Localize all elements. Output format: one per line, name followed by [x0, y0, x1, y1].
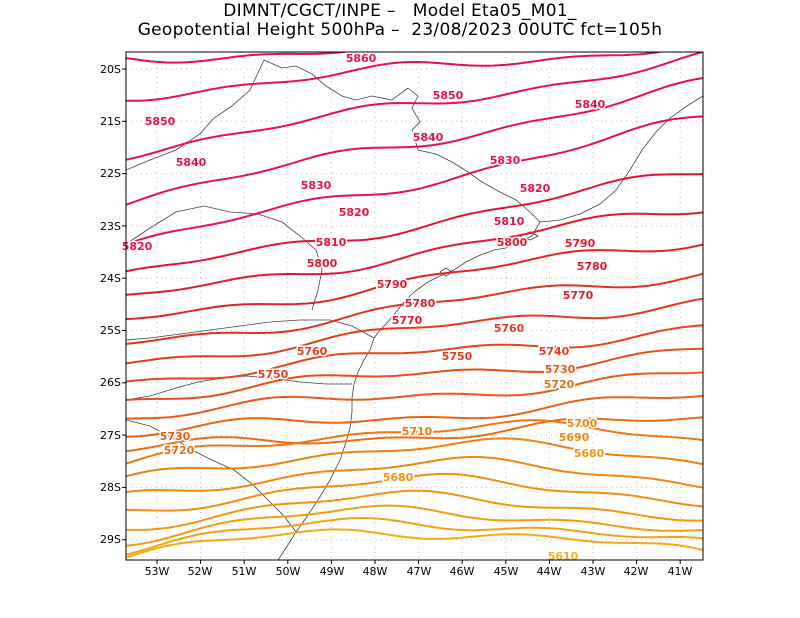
contour-line — [126, 371, 703, 420]
contour-label: 5800 — [307, 257, 338, 270]
contour-lines — [126, 52, 703, 559]
contour-line — [126, 504, 703, 547]
title-line-2: Geopotential Height 500hPa – 23/08/2023 … — [137, 20, 663, 40]
lat-label: 28S — [100, 481, 121, 494]
axis-ticks — [122, 68, 681, 564]
contour-label: 5710 — [402, 425, 433, 438]
contour-label: 5850 — [145, 115, 176, 128]
lon-label: 50W — [276, 565, 301, 578]
contour-line — [126, 472, 703, 512]
contour-label: 5770 — [392, 314, 423, 327]
contour-label: 5830 — [301, 179, 332, 192]
contour-label: 5770 — [563, 289, 594, 302]
lat-label: 22S — [100, 167, 121, 180]
lat-label: 23S — [100, 220, 121, 233]
contour-label: 5810 — [494, 215, 525, 228]
contour-line — [126, 347, 703, 401]
contour-label: 5700 — [567, 417, 598, 430]
lat-label: 26S — [100, 376, 121, 389]
contour-label: 5720 — [164, 444, 195, 457]
coastline — [277, 87, 541, 560]
contour-label: 5840 — [176, 156, 207, 169]
lat-label: 21S — [100, 115, 121, 128]
contour-label: 5740 — [539, 345, 570, 358]
contour-line — [126, 173, 703, 273]
contour-label: 5720 — [544, 378, 575, 391]
lon-label: 45W — [494, 565, 519, 578]
chart-title: DIMNT/CGCT/INPE – Model Eta05_M01_ Geopo… — [0, 2, 800, 40]
lon-label: 41W — [668, 565, 693, 578]
longitude-axis: 53W 52W 51W 50W 49W 48W 47W 46W 45W 44W … — [145, 565, 693, 578]
contour-label: 5780 — [577, 260, 608, 273]
contour-line — [126, 394, 703, 438]
state-border — [263, 59, 409, 101]
contour-label: 5680 — [574, 447, 605, 460]
state-border — [126, 319, 375, 341]
contour-line — [126, 297, 703, 365]
contour-label: 5790 — [565, 237, 596, 250]
contour-label: 5730 — [545, 363, 576, 376]
lon-label: 48W — [363, 565, 388, 578]
contour-label: 5790 — [377, 278, 408, 291]
contour-line — [126, 243, 703, 321]
contour-line — [126, 115, 703, 246]
contour-line — [126, 211, 703, 296]
title-line-1: DIMNT/CGCT/INPE – Model Eta05_M01_ — [223, 1, 577, 21]
lon-label: 42W — [624, 565, 649, 578]
contour-line — [126, 52, 665, 102]
contour-line — [126, 416, 703, 453]
lat-lon-grid — [126, 52, 703, 560]
contour-label: 5610 — [548, 550, 579, 563]
contour-line — [126, 77, 703, 206]
contour-line — [126, 52, 351, 64]
lon-label: 46W — [450, 565, 475, 578]
lon-label: 47W — [407, 565, 432, 578]
contour-line — [126, 419, 703, 465]
lat-label: 29S — [100, 533, 121, 546]
contour-label: 5690 — [559, 431, 590, 444]
contour-label: 5760 — [494, 322, 525, 335]
contour-label: 5750 — [258, 368, 289, 381]
contour-line — [126, 528, 703, 559]
latitude-axis: 20S 21S 22S 23S 24S 25S 26S 27S 28S 29S — [100, 63, 121, 546]
contour-line — [126, 456, 703, 494]
lon-label: 53W — [145, 565, 170, 578]
contour-label: 5810 — [316, 236, 347, 249]
lat-label: 25S — [100, 324, 121, 337]
lon-label: 49W — [320, 565, 345, 578]
contour-label: 5850 — [433, 89, 464, 102]
contour-label: 5750 — [442, 350, 473, 363]
contour-label: 5760 — [297, 345, 328, 358]
lon-label: 51W — [232, 565, 257, 578]
coast-extension — [539, 95, 703, 223]
lat-label: 24S — [100, 272, 121, 285]
lon-label: 44W — [537, 565, 562, 578]
contour-label: 5780 — [405, 297, 436, 310]
plot-frame — [125, 51, 704, 561]
contour-label: 5800 — [497, 236, 528, 249]
contour-label: 5820 — [520, 182, 551, 195]
lon-label: 43W — [581, 565, 606, 578]
contour-label: 5820 — [339, 206, 370, 219]
contour-line — [126, 324, 703, 383]
contour-line — [126, 52, 703, 161]
contour-line — [126, 489, 703, 531]
contour-label: 5830 — [490, 154, 521, 167]
contour-label: 5860 — [346, 52, 377, 65]
contour-line — [126, 437, 703, 478]
lat-label: 20S — [100, 63, 121, 76]
contour-label: 5820 — [122, 240, 153, 253]
lat-label: 27S — [100, 429, 121, 442]
contour-label: 5730 — [160, 430, 191, 443]
contour-label: 5840 — [575, 98, 606, 111]
contour-line — [126, 516, 703, 556]
contour-label: 5840 — [413, 131, 444, 144]
contour-line — [126, 272, 703, 345]
contour-labels: 5860 5850 5850 5840 5840 5840 5830 5830 5820 5820… — [120, 51, 609, 565]
contour-label: 5680 — [383, 471, 414, 484]
state-border — [126, 59, 265, 171]
lon-label: 52W — [188, 565, 213, 578]
